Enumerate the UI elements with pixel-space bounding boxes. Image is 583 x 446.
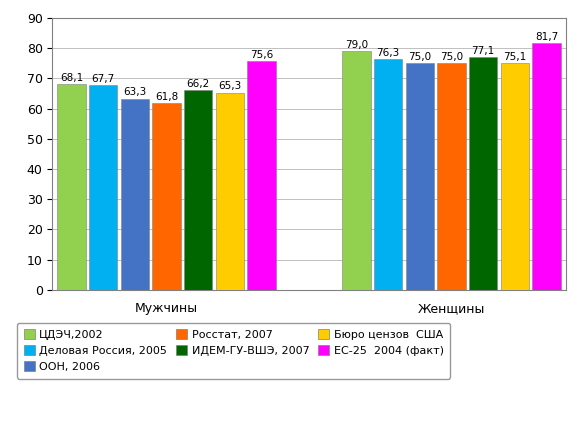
Text: 63,3: 63,3 <box>123 87 146 97</box>
Text: 66,2: 66,2 <box>187 78 210 89</box>
Text: 79,0: 79,0 <box>345 40 368 50</box>
Bar <box>89 85 117 290</box>
Bar <box>501 63 529 290</box>
Text: 67,7: 67,7 <box>92 74 115 84</box>
Text: 76,3: 76,3 <box>377 48 400 58</box>
Text: 75,0: 75,0 <box>440 52 463 62</box>
Bar <box>469 57 497 290</box>
Text: 75,0: 75,0 <box>408 52 431 62</box>
Bar <box>121 99 149 290</box>
Text: 68,1: 68,1 <box>60 73 83 83</box>
Bar <box>406 63 434 290</box>
Text: Мужчины: Мужчины <box>135 302 198 315</box>
Bar <box>374 59 402 290</box>
Bar <box>532 43 561 290</box>
Bar <box>342 51 371 290</box>
Text: 61,8: 61,8 <box>155 92 178 102</box>
Text: Женщины: Женщины <box>418 302 485 315</box>
Text: 65,3: 65,3 <box>218 81 241 91</box>
Bar <box>247 62 276 290</box>
Bar <box>216 92 244 290</box>
Bar <box>152 103 181 290</box>
Text: 75,6: 75,6 <box>250 50 273 60</box>
Text: 75,1: 75,1 <box>503 52 526 62</box>
Text: 81,7: 81,7 <box>535 32 558 42</box>
Text: 77,1: 77,1 <box>472 45 495 56</box>
Bar <box>184 90 212 290</box>
Bar <box>437 63 466 290</box>
Bar <box>57 84 86 290</box>
Legend: ЦДЭЧ,2002, Деловая Россия, 2005, ООН, 2006, Росстат, 2007, ИДЕМ-ГУ-ВШЭ, 2007, Бю: ЦДЭЧ,2002, Деловая Россия, 2005, ООН, 20… <box>17 322 451 379</box>
